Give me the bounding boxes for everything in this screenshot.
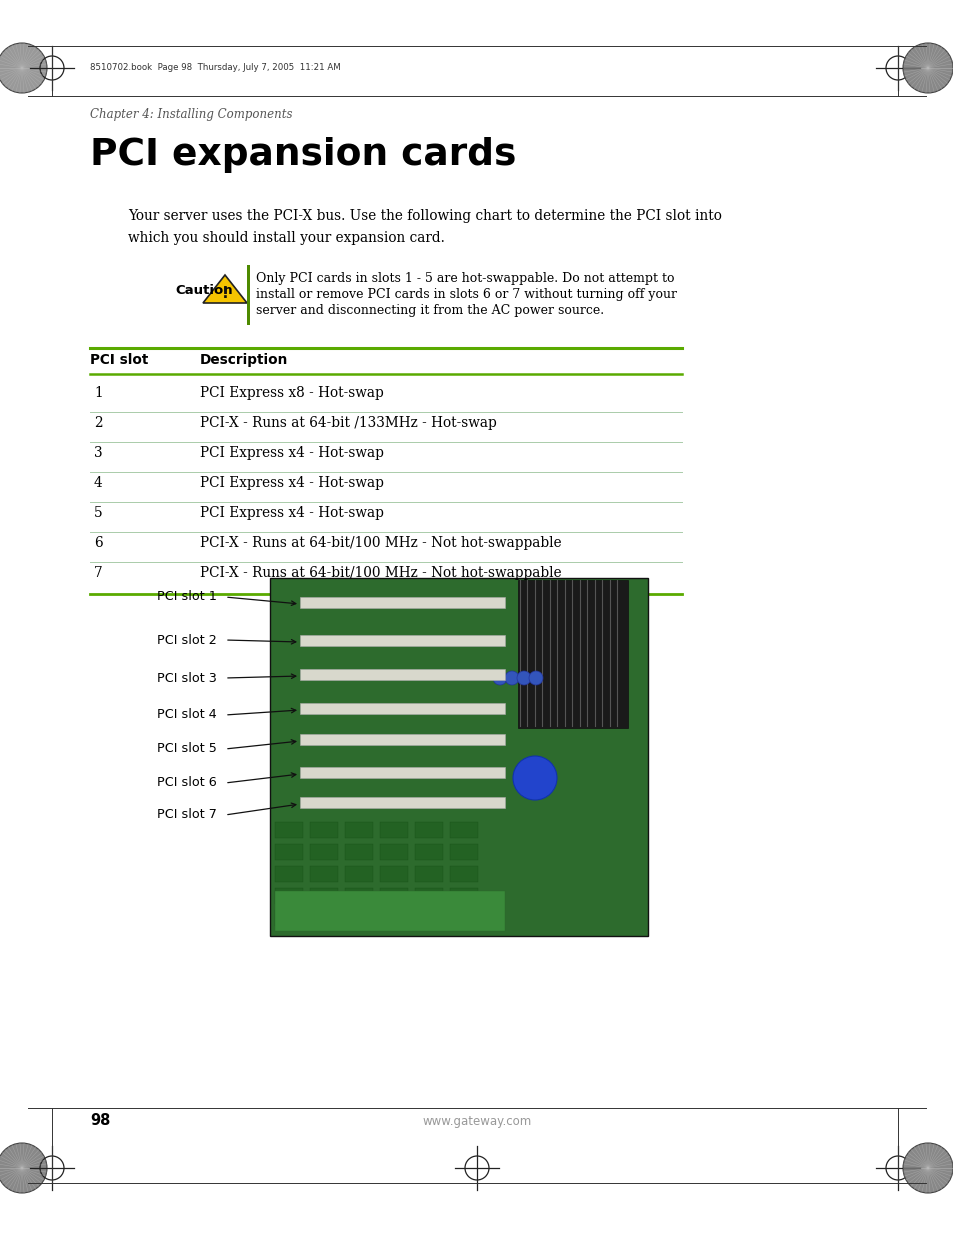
Text: PCI Express x8 - Hot-swap: PCI Express x8 - Hot-swap xyxy=(200,387,383,400)
Bar xyxy=(415,844,442,860)
Text: Caution: Caution xyxy=(174,284,233,296)
Text: PCI Express x4 - Hot-swap: PCI Express x4 - Hot-swap xyxy=(200,475,383,490)
Bar xyxy=(415,888,442,904)
Text: 5: 5 xyxy=(94,506,103,520)
Text: 4: 4 xyxy=(94,475,103,490)
Bar xyxy=(415,823,442,839)
Bar xyxy=(379,866,408,882)
Bar xyxy=(450,888,477,904)
Text: 98: 98 xyxy=(90,1113,111,1128)
Text: 2: 2 xyxy=(94,416,103,430)
Circle shape xyxy=(513,756,557,800)
Text: PCI slot 1: PCI slot 1 xyxy=(157,590,216,604)
Text: Your server uses the PCI-X bus. Use the following chart to determine the PCI slo: Your server uses the PCI-X bus. Use the … xyxy=(128,209,721,224)
Text: www.gateway.com: www.gateway.com xyxy=(422,1115,531,1128)
Text: server and disconnecting it from the AC power source.: server and disconnecting it from the AC … xyxy=(255,304,603,317)
Text: Description: Description xyxy=(200,353,288,367)
Bar xyxy=(247,266,250,325)
Text: PCI slot 6: PCI slot 6 xyxy=(157,777,216,789)
Text: install or remove PCI cards in slots 6 or 7 without turning off your: install or remove PCI cards in slots 6 o… xyxy=(255,288,677,301)
Bar xyxy=(274,823,303,839)
Circle shape xyxy=(493,671,506,685)
Text: PCI slot 5: PCI slot 5 xyxy=(157,742,216,756)
Text: PCI-X - Runs at 64-bit /133MHz - Hot-swap: PCI-X - Runs at 64-bit /133MHz - Hot-swa… xyxy=(200,416,497,430)
Bar xyxy=(379,844,408,860)
Text: PCI Express x4 - Hot-swap: PCI Express x4 - Hot-swap xyxy=(200,506,383,520)
Text: 6: 6 xyxy=(94,536,103,550)
Text: PCI slot 4: PCI slot 4 xyxy=(157,709,216,721)
Bar xyxy=(345,844,373,860)
Bar xyxy=(274,866,303,882)
Bar xyxy=(450,866,477,882)
Text: PCI slot: PCI slot xyxy=(90,353,149,367)
Bar xyxy=(450,844,477,860)
Bar xyxy=(299,734,504,745)
Circle shape xyxy=(529,671,542,685)
Bar xyxy=(299,703,504,714)
Text: 8510702.book  Page 98  Thursday, July 7, 2005  11:21 AM: 8510702.book Page 98 Thursday, July 7, 2… xyxy=(90,63,340,72)
Bar xyxy=(345,888,373,904)
Text: PCI-X - Runs at 64-bit/100 MHz - Not hot-swappable: PCI-X - Runs at 64-bit/100 MHz - Not hot… xyxy=(200,566,561,580)
Bar xyxy=(299,635,504,646)
Bar xyxy=(517,580,627,727)
Bar xyxy=(415,866,442,882)
Bar xyxy=(299,597,504,608)
Circle shape xyxy=(902,1144,952,1193)
Bar xyxy=(274,890,504,931)
Circle shape xyxy=(902,43,952,93)
Bar xyxy=(274,844,303,860)
Text: PCI slot 2: PCI slot 2 xyxy=(157,634,216,646)
Text: PCI slot 7: PCI slot 7 xyxy=(157,809,216,821)
Text: PCI slot 3: PCI slot 3 xyxy=(157,672,216,684)
Bar xyxy=(310,866,337,882)
Text: 1: 1 xyxy=(94,387,103,400)
Bar xyxy=(310,910,337,926)
Bar xyxy=(310,823,337,839)
Bar xyxy=(379,910,408,926)
Bar xyxy=(299,669,504,680)
Bar xyxy=(274,910,303,926)
Bar xyxy=(310,844,337,860)
Text: !: ! xyxy=(221,287,228,301)
Text: 7: 7 xyxy=(94,566,103,580)
Bar xyxy=(450,910,477,926)
Text: Chapter 4: Installing Components: Chapter 4: Installing Components xyxy=(90,107,293,121)
Bar xyxy=(379,823,408,839)
Bar xyxy=(345,866,373,882)
Bar xyxy=(345,910,373,926)
Circle shape xyxy=(0,1144,47,1193)
Bar xyxy=(345,823,373,839)
Bar xyxy=(274,888,303,904)
Text: PCI-X - Runs at 64-bit/100 MHz - Not hot-swappable: PCI-X - Runs at 64-bit/100 MHz - Not hot… xyxy=(200,536,561,550)
Text: which you should install your expansion card.: which you should install your expansion … xyxy=(128,231,444,245)
Bar xyxy=(450,823,477,839)
Polygon shape xyxy=(203,275,247,303)
Bar xyxy=(310,888,337,904)
Text: 3: 3 xyxy=(94,446,103,459)
Circle shape xyxy=(0,43,47,93)
Bar xyxy=(299,767,504,778)
Text: PCI Express x4 - Hot-swap: PCI Express x4 - Hot-swap xyxy=(200,446,383,459)
Bar xyxy=(379,888,408,904)
Bar xyxy=(415,910,442,926)
Text: Only PCI cards in slots 1 - 5 are hot-swappable. Do not attempt to: Only PCI cards in slots 1 - 5 are hot-sw… xyxy=(255,272,674,285)
Bar xyxy=(299,797,504,808)
Bar xyxy=(270,578,647,936)
Text: PCI expansion cards: PCI expansion cards xyxy=(90,137,516,173)
Circle shape xyxy=(504,671,518,685)
Circle shape xyxy=(517,671,531,685)
